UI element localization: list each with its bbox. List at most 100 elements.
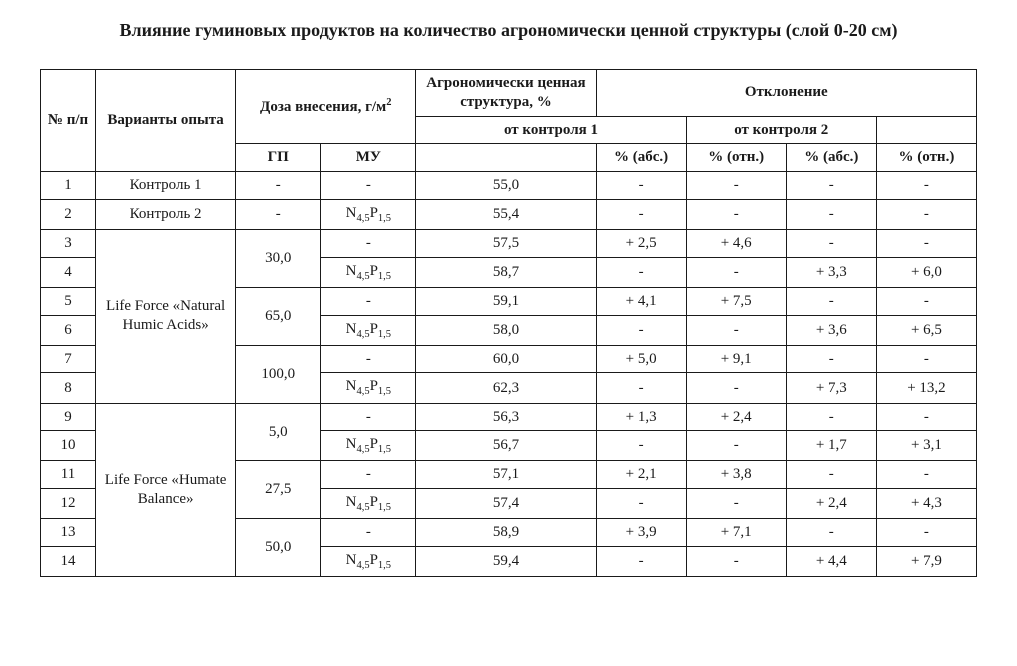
cell-gp: - [236,172,321,200]
cell-agro: 57,1 [416,461,596,489]
np-p: P [370,378,378,394]
cell-c2-abs: - [786,172,876,200]
cell-mu: N4,5P1,5 [321,431,416,461]
col-header-num: № п/п [41,70,96,172]
np-n: N [346,263,357,279]
col-header-mu: МУ [321,144,416,172]
cell-c2-rel: - [876,519,976,547]
table-row: 2 Контроль 2 - N4,5P1,5 55,4 - - - - [41,199,977,229]
cell-num: 1 [41,172,96,200]
cell-c1-rel: + 2,4 [686,403,786,431]
cell-c2-rel: + 3,1 [876,431,976,461]
cell-c2-rel: + 6,5 [876,315,976,345]
np-n: N [346,205,357,221]
np-p-sub: 1,5 [378,271,391,282]
cell-c1-rel: + 4,6 [686,229,786,257]
cell-agro: 56,7 [416,431,596,461]
cell-c1-rel: + 7,5 [686,287,786,315]
cell-c1-rel: - [686,431,786,461]
cell-agro: 60,0 [416,345,596,373]
np-p-sub: 1,5 [378,329,391,340]
np-p: P [370,436,378,452]
table-row: 1 Контроль 1 - - 55,0 - - - - [41,172,977,200]
cell-c2-rel: + 13,2 [876,373,976,403]
np-n: N [346,321,357,337]
cell-c2-rel: - [876,461,976,489]
cell-variant: Контроль 2 [96,199,236,229]
np-n-sub: 4,5 [356,502,369,513]
table-row: 3 Life Force «Natural Humic Acids» 30,0 … [41,229,977,257]
cell-mu: - [321,287,416,315]
cell-num: 9 [41,403,96,431]
cell-gp: 65,0 [236,287,321,345]
cell-variant: Контроль 1 [96,172,236,200]
cell-agro: 62,3 [416,373,596,403]
cell-c1-rel: - [686,489,786,519]
cell-agro: 55,4 [416,199,596,229]
cell-agro: 58,9 [416,519,596,547]
cell-c1-rel: + 3,8 [686,461,786,489]
col-header-variants: Варианты опыта [96,70,236,172]
cell-c2-rel: - [876,199,976,229]
np-p: P [370,494,378,510]
np-n-sub: 4,5 [356,213,369,224]
cell-c1-abs: - [596,315,686,345]
cell-c1-abs: - [596,172,686,200]
cell-c1-abs: - [596,257,686,287]
cell-c2-abs: - [786,287,876,315]
cell-c1-rel: - [686,373,786,403]
cell-c1-abs: + 3,9 [596,519,686,547]
cell-num: 12 [41,489,96,519]
col-header-c1-rel: % (отн.) [686,144,786,172]
cell-agro: 58,7 [416,257,596,287]
cell-mu: - [321,345,416,373]
cell-mu: N4,5P1,5 [321,257,416,287]
table-row: 9 Life Force «Humate Balance» 5,0 - 56,3… [41,403,977,431]
cell-c2-abs: + 3,3 [786,257,876,287]
cell-c1-abs: - [596,431,686,461]
cell-gp: 100,0 [236,345,321,403]
cell-mu: - [321,403,416,431]
cell-num: 13 [41,519,96,547]
cell-mu: - [321,461,416,489]
col-header-agro-blank [416,144,596,172]
cell-mu: - [321,172,416,200]
cell-c2-rel: + 7,9 [876,547,976,577]
cell-c2-abs: - [786,345,876,373]
np-p-sub: 1,5 [378,444,391,455]
cell-gp: 30,0 [236,229,321,287]
cell-c1-abs: + 1,3 [596,403,686,431]
cell-c1-abs: - [596,489,686,519]
cell-c2-abs: + 1,7 [786,431,876,461]
cell-num: 10 [41,431,96,461]
cell-c1-abs: + 4,1 [596,287,686,315]
np-p: P [370,205,378,221]
cell-c2-rel: + 4,3 [876,489,976,519]
cell-c2-rel: + 6,0 [876,257,976,287]
cell-num: 7 [41,345,96,373]
cell-c2-abs: - [786,403,876,431]
cell-c1-rel: + 9,1 [686,345,786,373]
col-header-dose: Доза внесения, г/м2 [236,70,416,144]
cell-mu: - [321,519,416,547]
cell-mu: N4,5P1,5 [321,315,416,345]
np-n: N [346,552,357,568]
np-n-sub: 4,5 [356,271,369,282]
dose-label-text: Доза внесения, г/м [260,99,386,115]
cell-mu: N4,5P1,5 [321,547,416,577]
cell-num: 8 [41,373,96,403]
np-n-sub: 4,5 [356,444,369,455]
cell-mu: N4,5P1,5 [321,489,416,519]
cell-num: 5 [41,287,96,315]
col-header-agro: Агрономически ценная структура, % [416,70,596,117]
cell-c1-rel: + 7,1 [686,519,786,547]
cell-num: 11 [41,461,96,489]
cell-c2-rel: - [876,403,976,431]
cell-c1-abs: + 2,1 [596,461,686,489]
cell-c1-rel: - [686,547,786,577]
cell-c1-abs: - [596,199,686,229]
cell-c2-abs: - [786,519,876,547]
cell-c1-rel: - [686,199,786,229]
np-n-sub: 4,5 [356,329,369,340]
cell-gp: - [236,199,321,229]
